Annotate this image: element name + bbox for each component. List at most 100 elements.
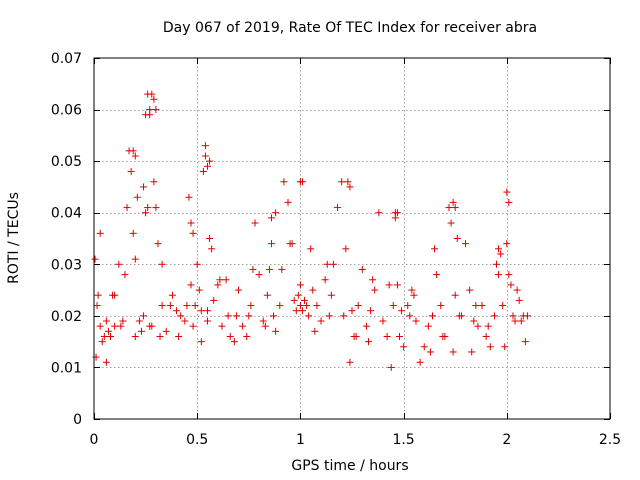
data-point	[270, 312, 278, 320]
data-point	[309, 286, 317, 294]
data-point	[249, 265, 257, 273]
data-point	[189, 229, 197, 237]
data-point	[325, 312, 333, 320]
data-point	[404, 302, 412, 310]
data-point	[327, 291, 335, 299]
data-point	[152, 204, 160, 212]
data-point	[431, 245, 439, 253]
data-point	[94, 291, 102, 299]
data-point	[513, 286, 521, 294]
data-point	[173, 307, 181, 315]
data-point	[158, 260, 166, 268]
data-point	[111, 291, 119, 299]
data-point	[398, 307, 406, 315]
data-point	[146, 322, 154, 330]
data-point	[338, 178, 346, 186]
data-point	[313, 302, 321, 310]
data-point	[296, 302, 304, 310]
data-point	[342, 245, 350, 253]
data-point	[505, 198, 513, 206]
data-point	[369, 276, 377, 284]
data-point	[222, 276, 230, 284]
data-point	[261, 322, 269, 330]
data-point	[523, 312, 531, 320]
data-point	[210, 296, 218, 304]
data-point	[298, 178, 306, 186]
data-point	[474, 322, 482, 330]
data-point	[472, 302, 480, 310]
data-point	[495, 245, 503, 253]
data-point	[412, 317, 420, 325]
data-point	[445, 204, 453, 212]
data-point	[276, 302, 284, 310]
data-point	[150, 95, 158, 103]
data-point	[470, 317, 478, 325]
data-point	[340, 312, 348, 320]
data-point	[433, 271, 441, 279]
axis-ticks	[94, 58, 611, 420]
x-tick-label: 2	[502, 432, 511, 448]
data-point	[294, 291, 302, 299]
data-point	[117, 322, 125, 330]
y-tick-label: 0.03	[51, 257, 82, 273]
data-point	[348, 307, 356, 315]
data-point	[187, 281, 195, 289]
data-point	[239, 322, 247, 330]
data-point	[208, 245, 216, 253]
data-point	[321, 276, 329, 284]
data-point	[490, 312, 498, 320]
data-point	[389, 302, 397, 310]
data-point	[146, 111, 154, 119]
data-point	[278, 265, 286, 273]
data-point	[509, 312, 517, 320]
data-point	[305, 312, 313, 320]
data-point	[371, 286, 379, 294]
data-point	[268, 240, 276, 248]
data-point	[346, 358, 354, 366]
data-point	[424, 322, 432, 330]
y-tick-label: 0.04	[51, 206, 82, 222]
y-tick-label: 0.01	[51, 360, 82, 376]
data-point	[323, 260, 331, 268]
data-point	[197, 338, 205, 346]
data-point	[503, 188, 511, 196]
data-point	[400, 343, 408, 351]
data-point	[329, 260, 337, 268]
data-point	[317, 317, 325, 325]
data-point	[416, 358, 424, 366]
data-point	[362, 322, 370, 330]
data-point	[385, 281, 393, 289]
data-point	[301, 296, 309, 304]
data-point	[224, 312, 232, 320]
data-point	[298, 307, 306, 315]
data-point	[232, 312, 240, 320]
y-tick-labels: 0 0.01 0.02 0.03 0.04 0.05 0.06 0.07	[51, 51, 82, 428]
data-point	[420, 343, 428, 351]
y-tick-label: 0	[73, 412, 82, 428]
data-point	[154, 240, 162, 248]
data-point	[91, 255, 99, 263]
data-point	[93, 302, 101, 310]
data-point	[501, 343, 509, 351]
data-point	[216, 276, 224, 284]
data-point	[162, 327, 170, 335]
data-point	[292, 307, 300, 315]
data-point	[449, 348, 457, 356]
data-point	[290, 296, 298, 304]
data-point	[111, 322, 119, 330]
data-point	[121, 271, 129, 279]
data-point	[102, 358, 110, 366]
data-point	[367, 307, 375, 315]
data-point	[158, 302, 166, 310]
data-point	[152, 106, 160, 114]
data-point	[383, 332, 391, 340]
data-point	[426, 348, 434, 356]
data-point	[515, 296, 523, 304]
data-point	[455, 312, 463, 320]
x-tick-label: 1.5	[392, 432, 414, 448]
data-point	[185, 193, 193, 201]
y-axis-label: ROTI / TECUs	[6, 192, 22, 284]
data-point	[387, 363, 395, 371]
data-point	[206, 235, 214, 242]
